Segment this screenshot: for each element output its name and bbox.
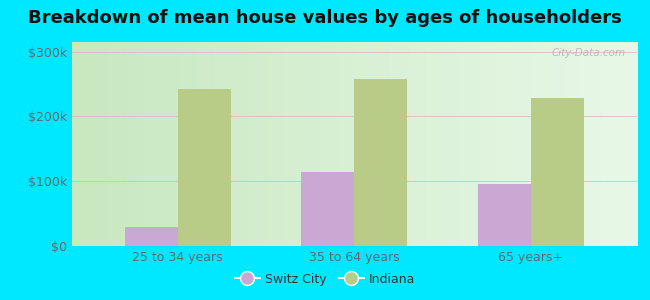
Bar: [301, 172, 354, 246]
Text: Breakdown of mean house values by ages of householders: Breakdown of mean house values by ages o…: [28, 9, 622, 27]
Bar: [354, 79, 408, 246]
Bar: [177, 89, 231, 246]
Text: City-Data.com: City-Data.com: [552, 48, 626, 58]
Bar: [125, 226, 177, 246]
Legend: Switz City, Indiana: Switz City, Indiana: [229, 268, 421, 291]
Bar: [478, 184, 531, 246]
Bar: [531, 98, 584, 246]
